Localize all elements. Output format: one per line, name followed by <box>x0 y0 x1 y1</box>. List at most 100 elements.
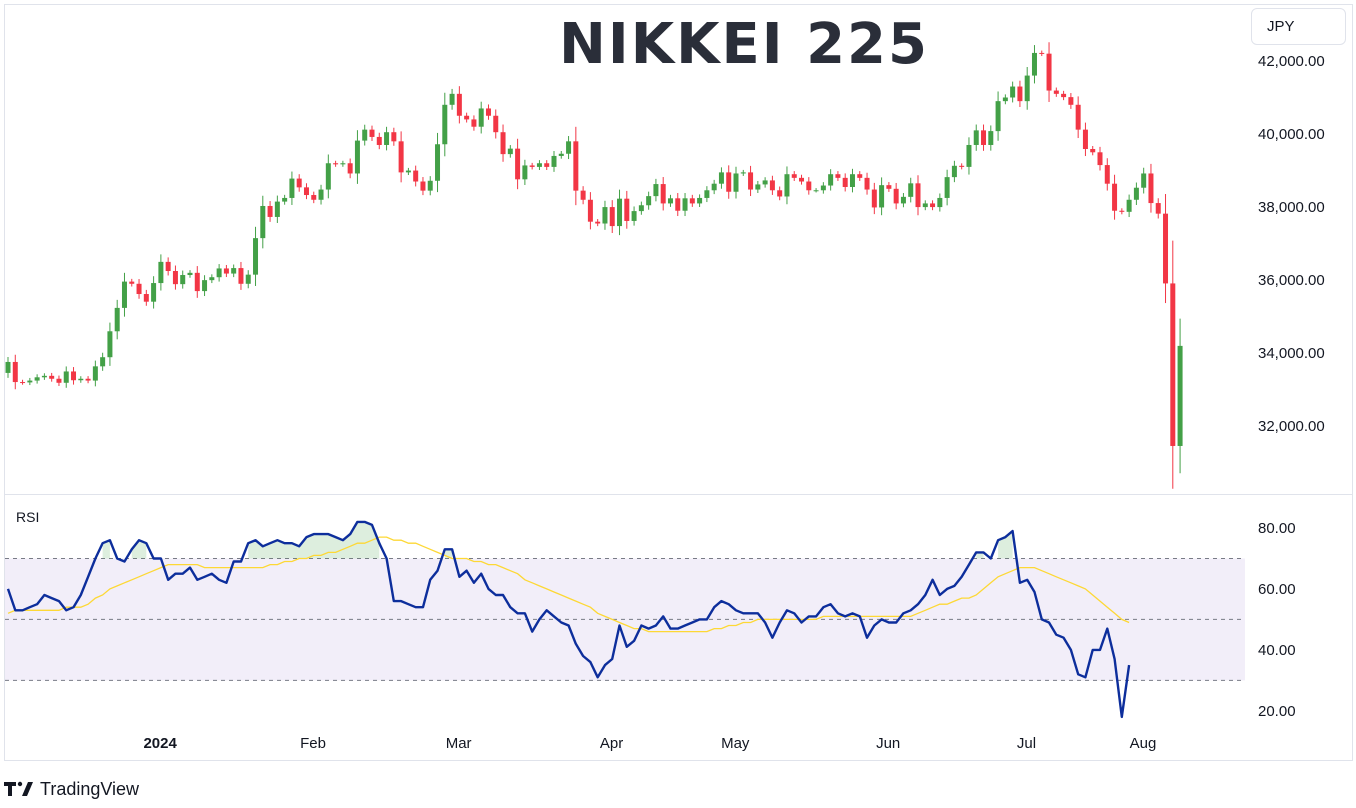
candle-body <box>864 177 870 190</box>
candle-body <box>92 366 98 381</box>
candle-body <box>806 181 812 191</box>
candle-body <box>799 177 805 182</box>
candle-body <box>922 203 928 208</box>
candle-body <box>828 174 834 186</box>
footer-branding[interactable]: TradingView <box>4 777 139 801</box>
candle-body <box>20 382 26 384</box>
candle-body <box>769 180 775 191</box>
candle-body <box>216 268 222 278</box>
candle-body <box>180 275 186 285</box>
candle-body <box>369 129 375 137</box>
time-tick-label: Jul <box>1017 735 1036 752</box>
candle-body <box>966 144 972 167</box>
candle-body <box>12 361 18 383</box>
candle-body <box>143 294 149 302</box>
candle-body <box>959 165 965 167</box>
time-tick-label: Apr <box>600 735 623 752</box>
candle-body <box>558 153 564 156</box>
time-tick-label: Mar <box>446 735 472 752</box>
candle-body <box>1017 86 1023 102</box>
candle-body <box>114 307 120 332</box>
candle-body <box>515 148 521 180</box>
candle-body <box>274 201 280 217</box>
candle-body <box>544 163 550 167</box>
candle-body <box>682 198 688 211</box>
candle-body <box>733 173 739 192</box>
rsi-label: RSI <box>16 509 40 525</box>
candle-body <box>587 199 593 222</box>
candle-body <box>1031 52 1037 76</box>
rsi-tick-label: 40.00 <box>1258 642 1296 659</box>
candle-body <box>376 136 382 145</box>
price-candles <box>5 42 1183 489</box>
candle-body <box>886 185 892 189</box>
candle-body <box>442 104 448 145</box>
candle-body <box>63 371 69 383</box>
candle-body <box>551 155 557 167</box>
candle-body <box>748 172 754 190</box>
price-tick-label: 34,000.00 <box>1258 345 1325 362</box>
candle-body <box>1170 283 1176 446</box>
rsi-overbought-fill <box>976 552 984 559</box>
rsi-lines <box>6 520 1131 719</box>
candle-body <box>282 197 288 202</box>
tradingview-logo-icon <box>4 781 33 796</box>
candle-body <box>871 189 877 208</box>
candle-body <box>500 132 506 155</box>
candle-body <box>405 170 411 173</box>
candle-body <box>1112 183 1118 211</box>
candle-body <box>1024 75 1030 102</box>
candle-body <box>536 163 542 167</box>
candle-body <box>1053 90 1059 94</box>
rsi-line <box>6 520 1131 719</box>
candle-body <box>347 163 353 174</box>
price-tick-label: 40,000.00 <box>1258 126 1325 143</box>
candle-body <box>34 377 40 381</box>
candle-body <box>777 190 783 197</box>
candle-body <box>56 378 62 383</box>
candle-body <box>718 172 724 184</box>
candle-body <box>311 195 317 200</box>
candle-body <box>384 132 390 145</box>
candle-body <box>1068 97 1074 105</box>
time-tick-label: Feb <box>300 735 326 752</box>
candle-body <box>784 174 790 197</box>
candle-body <box>675 198 681 211</box>
candle-body <box>398 141 404 173</box>
candle-body <box>1097 152 1103 166</box>
candle-body <box>1039 52 1045 54</box>
candle-body <box>944 177 950 198</box>
candle-body <box>1119 210 1125 212</box>
candle-body <box>522 165 528 180</box>
candle-body <box>354 140 360 174</box>
candle-body <box>427 180 433 191</box>
candle-body <box>573 141 579 191</box>
candle-body <box>697 197 703 204</box>
candle-body <box>129 281 135 284</box>
candle-body <box>915 183 921 208</box>
candle-body <box>879 185 885 208</box>
candle-body <box>362 129 368 141</box>
candle-body <box>187 272 193 276</box>
rsi-overbought-fill <box>248 521 380 559</box>
candle-body <box>267 205 273 217</box>
candle-body <box>740 172 746 174</box>
candle-body <box>973 130 979 145</box>
candle-body <box>1082 129 1088 149</box>
candle-body <box>493 115 499 133</box>
currency-selector[interactable]: JPY <box>1251 8 1346 45</box>
candle-body <box>1104 165 1110 184</box>
candle-body <box>231 268 237 274</box>
candle-body <box>995 101 1001 132</box>
candle-body <box>762 180 768 185</box>
candle-body <box>617 198 623 227</box>
candle-body <box>1155 203 1161 214</box>
candle-body <box>464 115 470 120</box>
candle-body <box>667 198 673 204</box>
candle-body <box>478 108 484 127</box>
candle-body <box>78 378 84 381</box>
candle-body <box>1177 345 1183 446</box>
candle-body <box>930 203 936 208</box>
rsi-tick-label: 60.00 <box>1258 581 1296 598</box>
